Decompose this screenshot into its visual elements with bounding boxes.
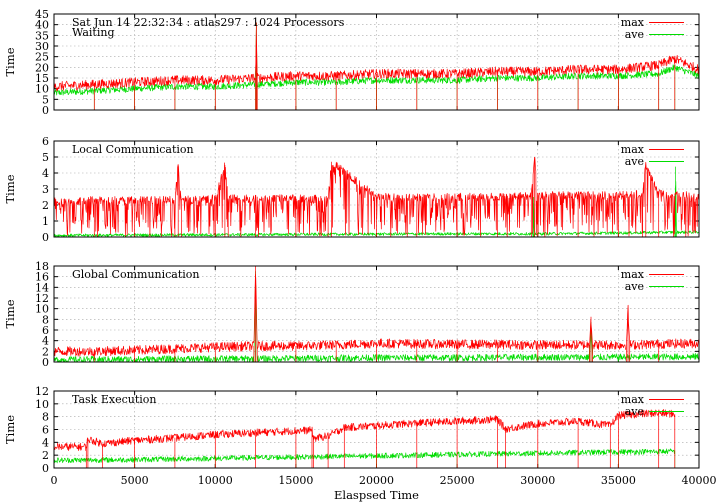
series-max-line — [54, 157, 699, 237]
y-tick-label: 0 — [42, 462, 49, 475]
panel-title: Sat Jun 14 22:32:34 : atlas297 : 1024 Pr… — [72, 16, 345, 29]
y-tick-label: 4 — [42, 335, 49, 348]
legend-max-label: max — [621, 268, 645, 281]
plot-frame — [53, 13, 700, 111]
y-tick-label: 2 — [42, 199, 49, 212]
legend-ave-label: ave — [625, 280, 644, 293]
x-tick-label: 25000 — [440, 474, 475, 487]
plot-frame — [53, 390, 700, 469]
y-tick-label: 45 — [35, 8, 49, 21]
legend-ave-label: ave — [625, 155, 644, 168]
y-axis-label: Time — [3, 174, 17, 203]
y-tick-label: 20 — [35, 61, 49, 74]
y-tick-label: 0 — [42, 356, 49, 369]
x-tick-label: 0 — [51, 474, 58, 487]
y-tick-label: 10 — [35, 398, 49, 411]
y-tick-label: 8 — [42, 411, 49, 424]
y-axis-label: Time — [3, 299, 17, 328]
y-tick-label: 14 — [35, 281, 49, 294]
x-axis-label: Elaspsed Time — [334, 488, 419, 502]
y-tick-label: 15 — [35, 72, 49, 85]
y-tick-label: 10 — [35, 83, 49, 96]
series-max-line — [54, 409, 676, 468]
y-tick-label: 3 — [42, 183, 49, 196]
legend-ave-label: ave — [625, 405, 644, 418]
x-tick-label: 5000 — [121, 474, 149, 487]
y-tick-label: 2 — [42, 345, 49, 358]
y-tick-label: 10 — [35, 303, 49, 316]
y-tick-label: 25 — [35, 51, 49, 64]
y-tick-label: 35 — [35, 29, 49, 42]
series-max-line — [54, 22, 699, 110]
y-tick-label: 6 — [42, 424, 49, 437]
plot-frame — [53, 265, 700, 363]
panel-title: Global Communication — [72, 268, 200, 281]
y-tick-label: 1 — [42, 215, 49, 228]
y-tick-label: 6 — [42, 135, 49, 148]
x-tick-label: 10000 — [198, 474, 233, 487]
series-ave-line — [54, 448, 676, 468]
y-tick-label: 0 — [42, 104, 49, 117]
y-tick-label: 6 — [42, 324, 49, 337]
y-tick-label: 18 — [35, 260, 49, 273]
y-tick-label: 30 — [35, 40, 49, 53]
y-axis-label: Time — [3, 415, 17, 444]
y-tick-label: 12 — [35, 385, 49, 398]
x-tick-label: 35000 — [601, 474, 636, 487]
y-tick-label: 2 — [42, 449, 49, 462]
y-tick-label: 5 — [42, 151, 49, 164]
legend-max-label: max — [621, 393, 645, 406]
legend-max-label: max — [621, 16, 645, 29]
legend-ave-label: ave — [625, 28, 644, 41]
x-tick-label: 20000 — [359, 474, 394, 487]
y-tick-label: 4 — [42, 436, 49, 449]
x-tick-label: 15000 — [278, 474, 313, 487]
y-tick-label: 16 — [35, 271, 49, 284]
legend-max-label: max — [621, 143, 645, 156]
x-tick-label: 40000 — [682, 474, 717, 487]
panel-subtitle: Waiting — [72, 26, 115, 39]
y-tick-label: 4 — [42, 167, 49, 180]
series-max-line — [54, 266, 699, 362]
y-tick-label: 0 — [42, 231, 49, 244]
y-tick-label: 5 — [42, 93, 49, 106]
y-axis-label: Time — [3, 47, 17, 76]
panel-title: Local Communication — [72, 143, 194, 156]
y-tick-label: 12 — [35, 292, 49, 305]
y-tick-label: 40 — [35, 19, 49, 32]
panel-title: Task Execution — [72, 393, 156, 406]
x-tick-label: 30000 — [520, 474, 555, 487]
y-tick-label: 8 — [42, 313, 49, 326]
plot-frame — [53, 140, 700, 238]
